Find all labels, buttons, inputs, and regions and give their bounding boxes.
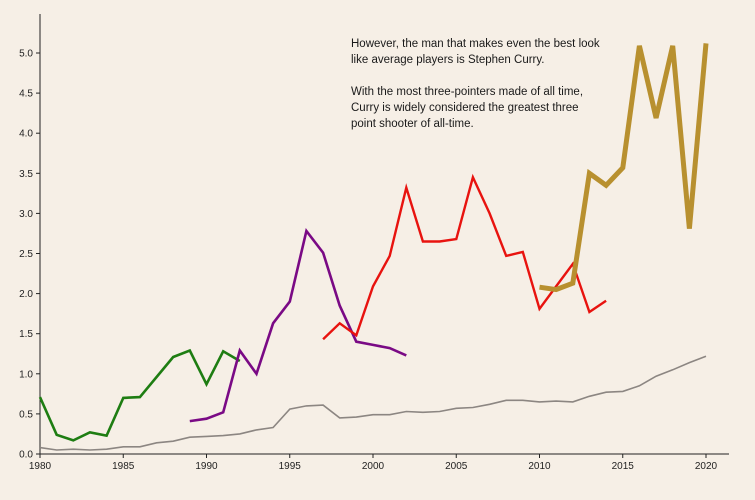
series-line-2 bbox=[38, 348, 241, 442]
chart-annotation: However, the man that makes even the bes… bbox=[351, 36, 601, 148]
y-tick-label: 1.5 bbox=[19, 329, 33, 340]
x-tick-label: 2010 bbox=[528, 461, 551, 472]
y-tick-label: 1.0 bbox=[19, 369, 33, 380]
series-line-5 bbox=[539, 43, 709, 293]
y-tick-label: 0.0 bbox=[19, 450, 33, 461]
y-tick-label: 0.5 bbox=[19, 409, 33, 420]
x-tick-label: 2005 bbox=[445, 461, 468, 472]
x-tick-label: 2000 bbox=[362, 461, 385, 472]
x-tick-label: 1980 bbox=[29, 461, 52, 472]
series-line-3 bbox=[189, 228, 407, 423]
annotation-paragraph-1: However, the man that makes even the bes… bbox=[351, 38, 600, 66]
chart-axes: 0.0 0.5 1.0 1.5 2.0 2.5 3.0 3.5 4.0 4.5 5.0 1980 198… bbox=[19, 14, 729, 472]
x-tick-label: 2015 bbox=[612, 461, 635, 472]
y-tick-label: 2.0 bbox=[19, 289, 33, 300]
y-tick-label: 5.0 bbox=[19, 49, 33, 60]
y-tick-label: 4.5 bbox=[19, 89, 33, 100]
y-tick-label: 4.0 bbox=[19, 129, 33, 140]
series-line-1 bbox=[39, 355, 707, 451]
chart-series bbox=[38, 43, 709, 451]
x-tick-label: 1995 bbox=[279, 461, 302, 472]
y-tick-label: 3.5 bbox=[19, 169, 33, 180]
y-tick-label: 2.5 bbox=[19, 249, 33, 260]
x-tick-label: 2020 bbox=[695, 461, 718, 472]
x-tick-label: 1990 bbox=[195, 461, 218, 472]
y-tick-label: 3.0 bbox=[19, 209, 33, 220]
series-line-4 bbox=[322, 173, 607, 341]
annotation-paragraph-2: With the most three-pointers made of all… bbox=[351, 86, 584, 130]
x-tick-label: 1985 bbox=[112, 461, 135, 472]
